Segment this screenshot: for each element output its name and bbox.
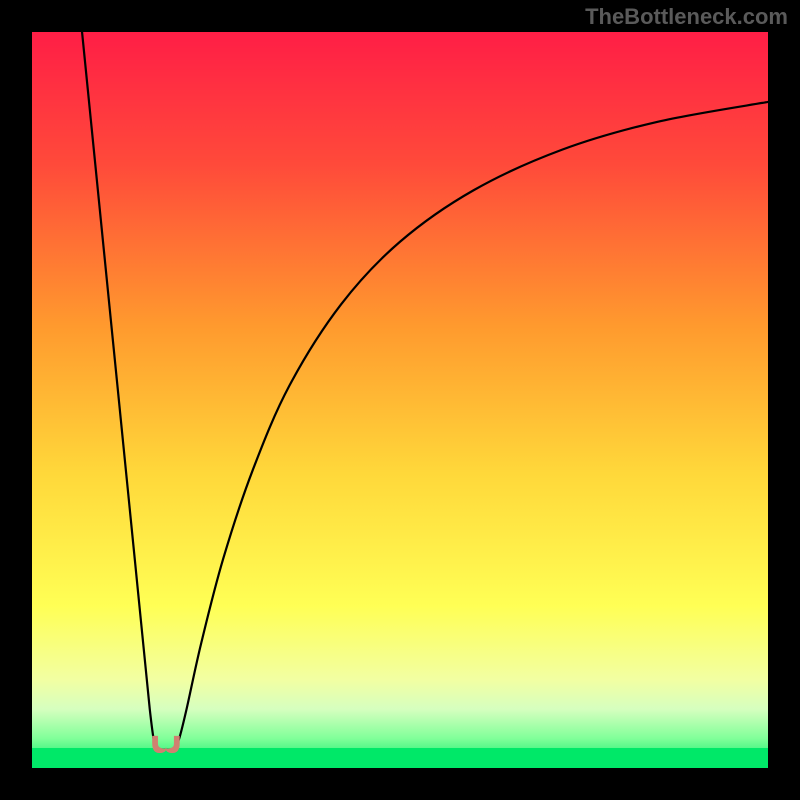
chart-svg bbox=[0, 0, 800, 800]
gradient-background bbox=[32, 32, 768, 768]
green-band bbox=[32, 748, 768, 768]
watermark-text: TheBottleneck.com bbox=[585, 4, 788, 30]
plot-area bbox=[32, 32, 768, 768]
chart-frame: TheBottleneck.com bbox=[0, 0, 800, 800]
